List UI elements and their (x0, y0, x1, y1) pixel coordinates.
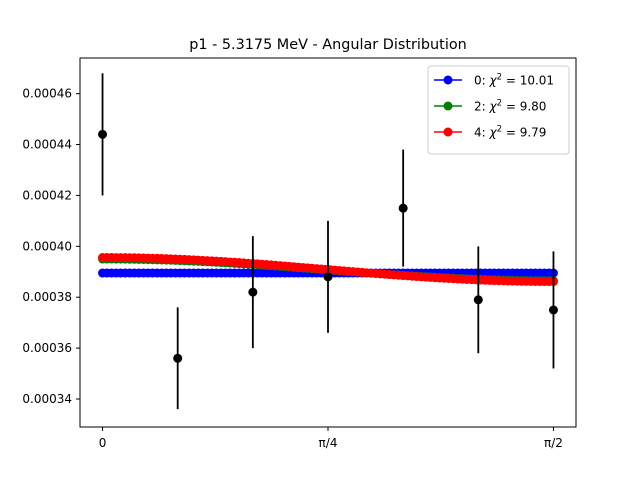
data-point (323, 272, 333, 282)
legend-marker (443, 75, 453, 85)
data-point (398, 203, 408, 213)
x-axis: 0 π/4 π/2 (99, 427, 563, 450)
y-tick-label: 0.00040 (22, 239, 72, 253)
data-point (548, 305, 558, 315)
legend-item-2: 2: χ2 = 9.80 (434, 99, 546, 114)
legend-item-0: 0: χ2 = 10.01 (434, 73, 554, 88)
x-tick-label: π/2 (544, 436, 563, 450)
y-tick-label: 0.00038 (22, 290, 72, 304)
x-tick-label: π/4 (319, 436, 338, 450)
y-tick-label: 0.00042 (22, 188, 72, 202)
x-tick-label: 0 (99, 436, 107, 450)
legend-marker (443, 127, 453, 137)
legend-label: 2: χ2 = 9.80 (474, 99, 546, 114)
legend: 0: χ2 = 10.01 2: χ2 = 9.80 4: χ2 = 9.79 (427, 65, 570, 155)
data-points (98, 73, 558, 410)
y-tick-label: 0.00046 (22, 87, 72, 101)
y-tick-label: 0.00044 (22, 138, 72, 152)
legend-box (427, 65, 570, 155)
chart-title: p1 - 5.3175 MeV - Angular Distribution (189, 37, 467, 53)
y-tick-label: 0.00036 (22, 341, 72, 355)
legend-item-4: 4: χ2 = 9.79 (434, 125, 546, 140)
y-axis: 0.00034 0.00036 0.00038 0.00040 0.00042 0.000… (22, 87, 80, 406)
legend-label: 0: χ2 = 10.01 (474, 73, 554, 88)
plot-area (98, 73, 558, 410)
data-point (473, 295, 483, 305)
legend-label: 4: χ2 = 9.79 (474, 125, 546, 140)
data-point (98, 129, 108, 139)
y-tick-label: 0.00034 (22, 392, 72, 406)
data-point (248, 287, 258, 297)
data-point (173, 353, 183, 363)
legend-marker (443, 101, 453, 111)
